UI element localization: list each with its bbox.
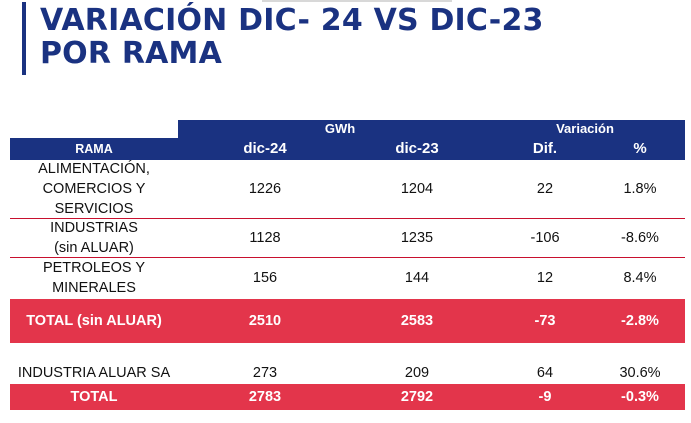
dif-cell: 22 xyxy=(536,181,554,197)
total-sin-aluar-row: TOTAL (sin ALUAR) 2510 2583 -73 -2.8% xyxy=(10,299,685,343)
dic24-cell: 1226 xyxy=(248,181,282,197)
dif-cell: 12 xyxy=(536,270,554,286)
row-divider xyxy=(10,257,685,258)
header-pct: % xyxy=(633,140,647,157)
dif-cell: -106 xyxy=(530,230,560,246)
title-line-2: POR RAMA xyxy=(40,36,223,71)
header-columns-band xyxy=(10,138,685,160)
dic23-cell: 209 xyxy=(404,365,430,381)
dif-cell: -73 xyxy=(534,313,556,329)
aluar-row: INDUSTRIA ALUAR SA 273 209 64 30.6% xyxy=(10,363,685,383)
row-divider xyxy=(10,218,685,219)
top-divider-line xyxy=(262,0,452,2)
dic24-cell: 1128 xyxy=(249,230,281,246)
dif-cell: 64 xyxy=(536,365,554,381)
header-gwh-band xyxy=(178,120,685,138)
header-dic24: dic-24 xyxy=(243,140,287,157)
pct-cell: 8.4% xyxy=(623,270,657,286)
table-row: PETROLEOS Y MINERALES 156 144 12 8.4% xyxy=(10,258,685,298)
dif-cell: -9 xyxy=(538,389,552,405)
page-title: VARIACIÓN DIC- 24 VS DIC-23 POR RAMA xyxy=(40,4,544,70)
rama-cell: TOTAL (sin ALUAR) xyxy=(26,313,162,329)
dic23-cell: 1235 xyxy=(400,230,434,246)
dic23-cell: 1204 xyxy=(400,181,434,197)
header-dic23: dic-23 xyxy=(395,140,439,157)
table-row: ALIMENTACIÓN, COMERCIOS Y SERVICIOS 1226… xyxy=(10,160,685,218)
dic24-cell: 273 xyxy=(252,365,278,381)
pct-cell: 1.8% xyxy=(623,181,657,197)
title-accent-bar xyxy=(22,2,26,75)
rama-cell: INDUSTRIAS (sin ALUAR) xyxy=(50,220,138,256)
dic24-cell: 2783 xyxy=(248,389,282,405)
dic23-cell: 2583 xyxy=(400,313,434,329)
pct-cell: -0.3% xyxy=(621,389,659,405)
rama-cell: ALIMENTACIÓN, COMERCIOS Y SERVICIOS xyxy=(38,161,150,217)
dic23-cell: 2792 xyxy=(400,389,434,405)
header-rama: RAMA xyxy=(75,142,113,156)
dic24-cell: 2510 xyxy=(248,313,282,329)
dic24-cell: 156 xyxy=(252,270,278,286)
header-variacion: Variación xyxy=(556,121,614,136)
rama-cell: PETROLEOS Y MINERALES xyxy=(42,260,146,296)
pct-cell: -2.8% xyxy=(621,313,659,329)
rama-cell: INDUSTRIA ALUAR SA xyxy=(17,365,171,381)
pct-cell: -8.6% xyxy=(621,230,659,246)
pct-cell: 30.6% xyxy=(619,365,661,381)
title-line-1: VARIACIÓN DIC- 24 VS DIC-23 xyxy=(40,3,544,38)
dic23-cell: 144 xyxy=(404,270,430,286)
total-row: TOTAL 2783 2792 -9 -0.3% xyxy=(10,384,685,410)
header-dif: Dif. xyxy=(532,140,558,157)
table-row: INDUSTRIAS (sin ALUAR) 1128 1235 -106 -8… xyxy=(10,219,685,257)
rama-cell: TOTAL xyxy=(70,389,118,405)
header-gwh: GWh xyxy=(324,121,356,136)
